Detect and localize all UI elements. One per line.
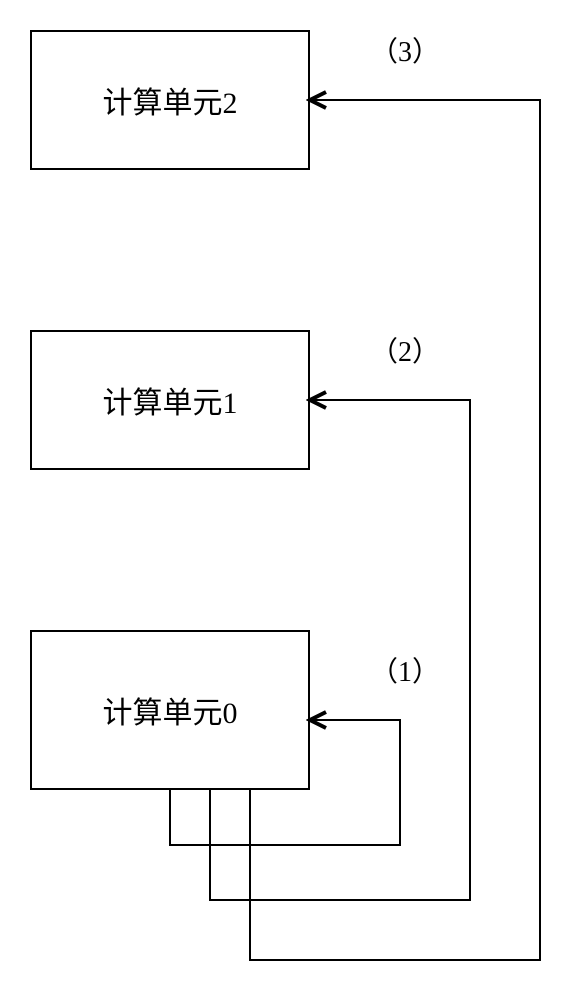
edge-3 — [250, 100, 540, 960]
edge-1 — [170, 720, 400, 845]
edges-svg — [0, 0, 582, 1000]
